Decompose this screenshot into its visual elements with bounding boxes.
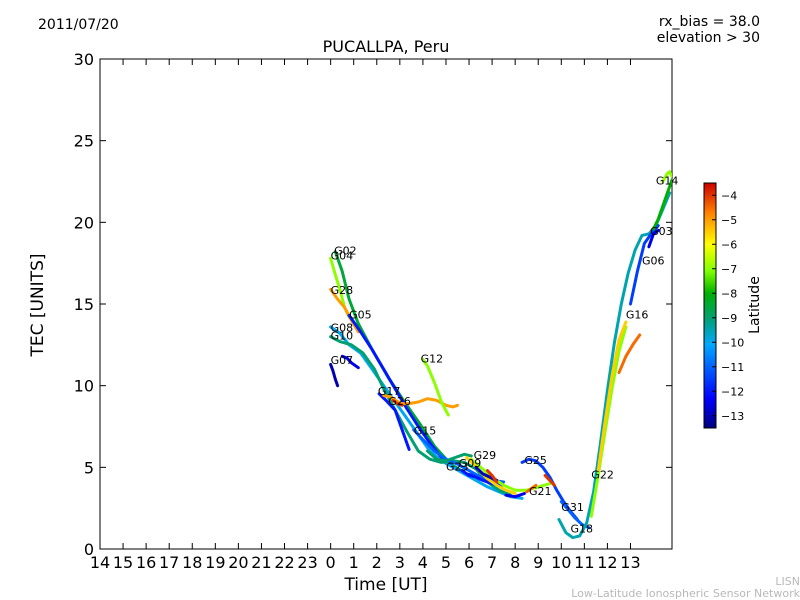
colorbar-tick-label: −12 (721, 385, 744, 398)
series-g06 (629, 224, 660, 306)
label-g26: G26 (388, 395, 411, 408)
chart-title: PUCALLPA, Peru (322, 37, 450, 56)
x-tick-label: 1 (349, 553, 359, 572)
x-tick-label: 3 (395, 553, 405, 572)
label-g02: G02 (334, 245, 357, 258)
y-tick-label: 20 (74, 213, 94, 232)
colorbar-tick-label: −13 (721, 410, 744, 423)
series-g14b (661, 170, 672, 183)
label-g05: G05 (349, 308, 372, 321)
footer-credit: LISN Low-Latitude Ionospheric Sensor Net… (571, 576, 800, 600)
label-g21: G21 (529, 485, 552, 498)
series-g09c (486, 469, 499, 484)
y-tick-label: 5 (84, 458, 94, 477)
colorbar-tick-label: −5 (721, 214, 737, 227)
x-tick-label: 21 (251, 553, 271, 572)
x-tick-label: 0 (326, 553, 336, 572)
footer-org-long: Low-Latitude Ionospheric Sensor Network (571, 587, 800, 600)
label-g08: G08 (331, 322, 354, 335)
label-g25: G25 (524, 454, 547, 467)
x-tick-label: 13 (620, 553, 640, 572)
label-g29: G29 (474, 449, 497, 462)
label-g15: G15 (414, 424, 437, 437)
y-tick-label: 25 (74, 132, 94, 151)
x-tick-label: 15 (113, 553, 133, 572)
x-tick-label: 20 (228, 553, 248, 572)
label-g10: G10 (331, 330, 354, 343)
x-tick-label: 18 (182, 553, 202, 572)
label-g12: G12 (421, 353, 444, 366)
label-g09: G09 (459, 457, 482, 470)
x-tick-label: 19 (205, 553, 225, 572)
x-tick-label: 16 (136, 553, 156, 572)
series-g17 (377, 392, 411, 451)
label-g06: G06 (642, 255, 665, 268)
colorbar-tick-label: −9 (721, 312, 737, 325)
series-g14 (652, 178, 672, 231)
series-g03 (647, 229, 660, 249)
x-tick-label: 14 (90, 553, 110, 572)
label-g31: G31 (561, 501, 584, 514)
x-tick-label: 9 (533, 553, 543, 572)
series-g25b (504, 492, 526, 499)
bias-info: rx_bias = 38.0 elevation > 30 (657, 14, 760, 46)
label-g07: G07 (331, 354, 354, 367)
label-g28: G28 (331, 284, 354, 297)
colorbar-tick-label: −7 (721, 263, 737, 276)
series-g29 (469, 457, 552, 492)
y-tick-label: 10 (74, 377, 94, 396)
series-g16b (596, 320, 628, 473)
series-g16 (617, 333, 642, 375)
footer-org-short: LISN (775, 575, 800, 588)
series-g18 (557, 191, 672, 540)
x-tick-label: 5 (441, 553, 451, 572)
series-g22 (589, 325, 628, 518)
x-tick-label: 2 (372, 553, 382, 572)
y-tick-label: 30 (74, 50, 94, 69)
x-tick-label: 22 (274, 553, 294, 572)
series-g21 (525, 483, 538, 494)
x-tick-label: 4 (418, 553, 428, 572)
x-tick-label: 7 (487, 553, 497, 572)
series-g25c (543, 474, 556, 487)
x-tick-label: 17 (159, 553, 179, 572)
colorbar-tick-label: −10 (721, 336, 744, 349)
y-tick-label: 0 (84, 540, 94, 559)
plot-area (99, 58, 673, 550)
label-g14: G14 (656, 175, 679, 188)
label-g17: G17 (378, 385, 401, 398)
colorbar-tick-label: −8 (721, 287, 737, 300)
x-tick-label: 10 (551, 553, 571, 572)
rx-bias-label: rx_bias = 38.0 (658, 14, 760, 30)
x-axis-label: Time [UT] (344, 575, 428, 595)
series-g07 (329, 362, 340, 388)
colorbar-tick-label: −6 (721, 238, 737, 251)
label-g03: G03 (650, 225, 673, 238)
label-g23: G23 (446, 460, 469, 473)
x-tick-label: 12 (597, 553, 617, 572)
elevation-label: elevation > 30 (656, 30, 760, 46)
label-g22: G22 (591, 469, 614, 482)
label-g16: G16 (626, 308, 649, 321)
x-tick-label: 11 (574, 553, 594, 572)
date-label: 2011/07/20 (38, 17, 119, 33)
series-g07b (340, 354, 360, 370)
label-g18: G18 (571, 522, 594, 535)
colorbar-tick-label: −11 (721, 361, 744, 374)
colorbar-tick-label: −4 (721, 189, 737, 202)
x-tick-label: 23 (297, 553, 317, 572)
label-g04: G04 (331, 250, 354, 263)
y-tick-label: 15 (74, 295, 94, 314)
series-g12 (421, 358, 450, 417)
series-g26b (391, 398, 404, 407)
x-tick-label: 8 (510, 553, 520, 572)
x-tick-label: 6 (464, 553, 474, 572)
series-g15b (426, 449, 473, 463)
series-g09 (465, 456, 517, 495)
